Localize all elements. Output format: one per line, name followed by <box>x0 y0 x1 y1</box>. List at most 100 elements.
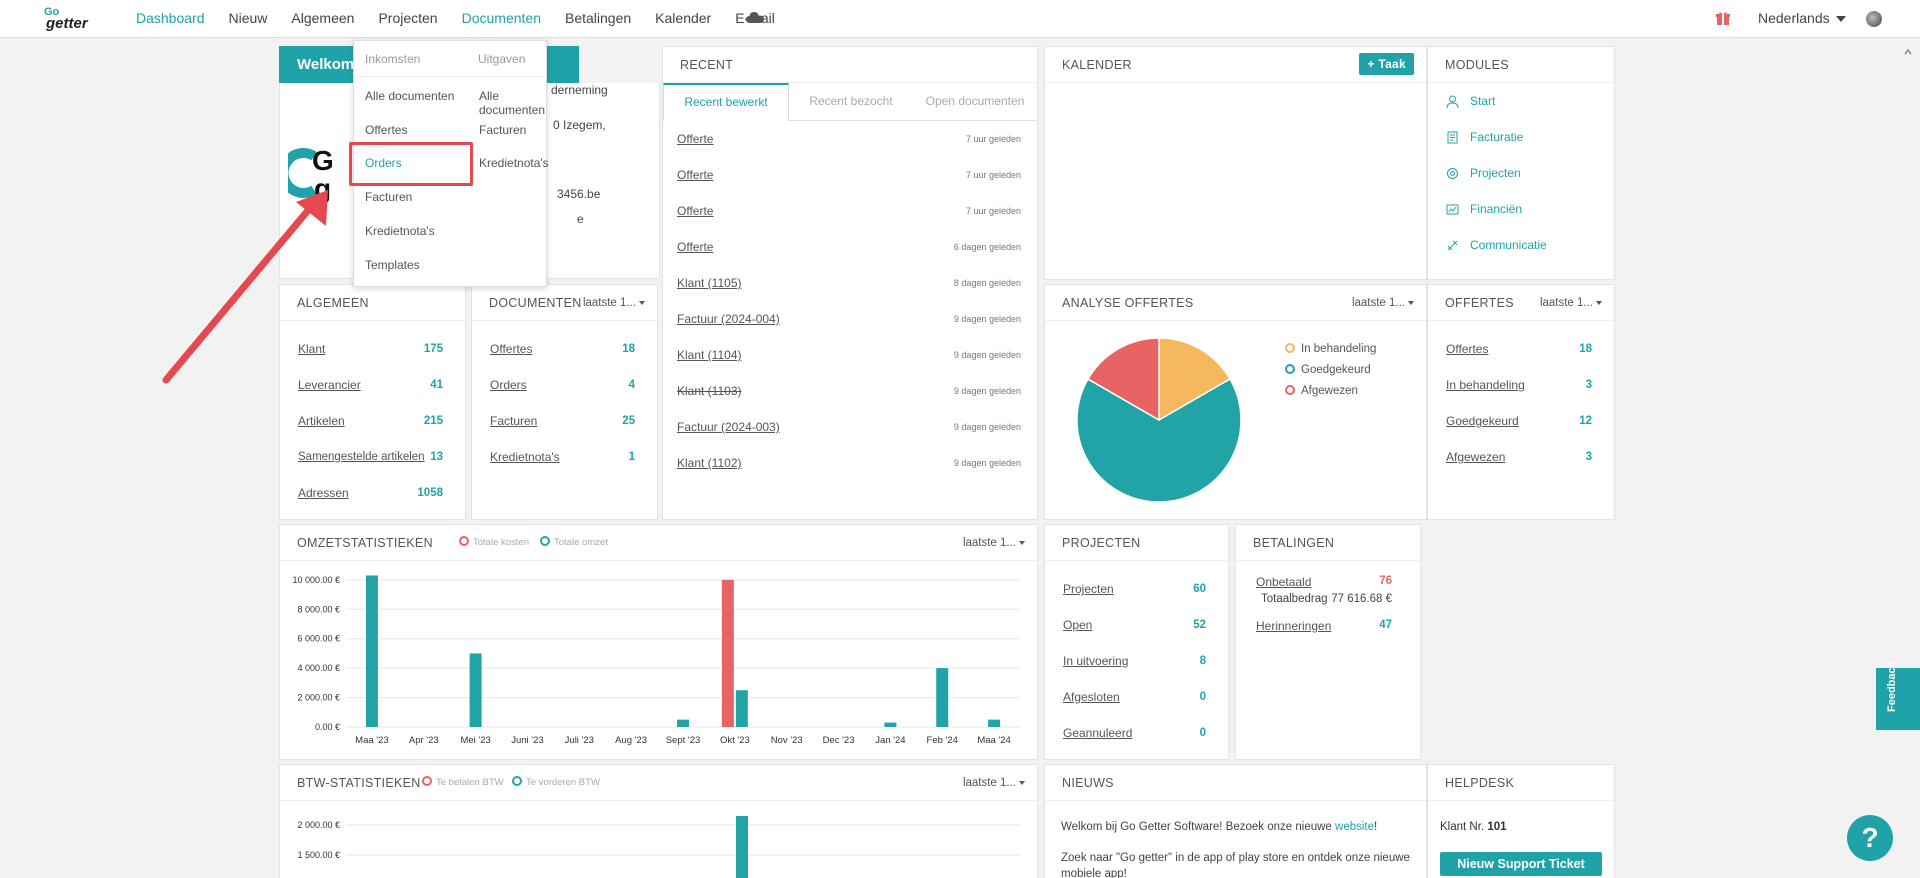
nav-betalingen[interactable]: Betalingen <box>565 10 632 26</box>
help-button[interactable]: ? <box>1847 815 1893 861</box>
menu-item-inkomsten-facturen[interactable]: Facturen <box>365 190 413 204</box>
stat-label[interactable]: Klant <box>298 342 326 356</box>
nav-documenten[interactable]: Documenten <box>461 10 541 26</box>
feedback-tab[interactable]: Feedback <box>1876 661 1920 730</box>
recent-row-label[interactable]: Factuur (2024-004) <box>677 312 780 326</box>
stat-label[interactable]: Afgesloten <box>1063 690 1120 704</box>
module-facturatie[interactable]: Facturatie <box>1428 119 1614 155</box>
stat-row[interactable]: Leverancier 41 <box>280 367 465 403</box>
recent-row[interactable]: Offerte 7 uur geleden <box>663 121 1037 157</box>
stat-row[interactable]: Goedgekeurd 12 <box>1428 403 1614 439</box>
stat-label[interactable]: Kredietnota's <box>490 450 560 464</box>
tab-recent-bewerkt[interactable]: Recent bewerkt <box>663 83 789 121</box>
recent-row[interactable]: Klant (1102) 9 dagen geleden <box>663 445 1037 481</box>
communication-icon <box>1447 240 1458 251</box>
recent-row[interactable]: Klant (1104) 9 dagen geleden <box>663 337 1037 373</box>
recent-row-label[interactable]: Factuur (2024-003) <box>677 420 780 434</box>
offertes-filter-dropdown[interactable]: laatste 1... <box>1540 285 1602 321</box>
chevron-down-icon <box>1835 16 1846 23</box>
stat-label[interactable]: Afgewezen <box>1446 450 1506 464</box>
gogetter-logo[interactable]: Go getter <box>44 6 100 32</box>
recent-row[interactable]: Factuur (2024-004) 9 dagen geleden <box>663 301 1037 337</box>
module-projecten[interactable]: Projecten <box>1428 155 1614 191</box>
stat-label[interactable]: Projecten <box>1063 582 1114 596</box>
recent-row-label[interactable]: Offerte <box>677 132 714 146</box>
stat-row[interactable]: Afgesloten 0 <box>1045 679 1228 715</box>
stat-row[interactable]: Offertes 18 <box>472 331 657 367</box>
gift-icon[interactable] <box>1716 11 1730 25</box>
language-selector[interactable]: Nederlands <box>1758 0 1846 37</box>
recent-row-label[interactable]: Offerte <box>677 204 714 218</box>
herinneringen-link[interactable]: Herinneringen <box>1256 619 1332 633</box>
recent-row-label[interactable]: Klant (1103) <box>677 384 742 398</box>
stat-row[interactable]: Adressen 1058 <box>280 475 465 511</box>
recent-row[interactable]: Offerte 7 uur geleden <box>663 157 1037 193</box>
menu-item-uitgaven-alle-documenten[interactable]: Alle documenten <box>479 89 546 117</box>
stat-row[interactable]: Samengestelde artikelen 13 <box>280 439 465 475</box>
menu-item-inkomsten-kredietnotas[interactable]: Kredietnota's <box>365 224 435 238</box>
recent-row-label[interactable]: Offerte <box>677 168 714 182</box>
stat-label[interactable]: Geannuleerd <box>1063 726 1133 740</box>
module-start[interactable]: Start <box>1428 83 1614 119</box>
recent-row[interactable]: Klant (1105) 8 dagen geleden <box>663 265 1037 301</box>
menu-item-inkomsten-alle-documenten[interactable]: Alle documenten <box>365 89 455 103</box>
stat-label[interactable]: Leverancier <box>298 378 361 392</box>
tab-recent-bezocht[interactable]: Recent bezocht <box>809 94 893 108</box>
nav-kalender[interactable]: Kalender <box>655 10 712 26</box>
stat-label[interactable]: Orders <box>490 378 527 392</box>
stat-row[interactable]: Open 52 <box>1045 607 1228 643</box>
onbetaald-link[interactable]: Onbetaald <box>1256 575 1312 589</box>
tab-open-documenten[interactable]: Open documenten <box>925 94 1025 108</box>
stat-row[interactable]: Geannuleerd 0 <box>1045 715 1228 751</box>
module-communicatie[interactable]: Communicatie <box>1428 227 1614 263</box>
stat-label[interactable]: Offertes <box>490 342 533 356</box>
analyse-filter-dropdown[interactable]: laatste 1... <box>1352 285 1414 321</box>
menu-item-inkomsten-offertes[interactable]: Offertes <box>365 123 408 137</box>
stat-row[interactable]: Orders 4 <box>472 367 657 403</box>
stat-row[interactable]: Projecten 60 <box>1045 571 1228 607</box>
stat-row[interactable]: Klant 175 <box>280 331 465 367</box>
nav-dashboard[interactable]: Dashboard <box>136 10 205 26</box>
recent-row-label[interactable]: Klant (1105) <box>677 276 742 290</box>
stat-row[interactable]: Kredietnota's 1 <box>472 439 657 475</box>
recent-row-label[interactable]: Offerte <box>677 240 714 254</box>
new-support-ticket-button[interactable]: Nieuw Support Ticket <box>1440 852 1602 876</box>
btw-filter-dropdown[interactable]: laatste 1... <box>963 765 1025 801</box>
recent-row[interactable]: Offerte 6 dagen geleden <box>663 229 1037 265</box>
add-task-button[interactable]: + Taak <box>1359 53 1414 75</box>
menu-item-uitgaven-facturen[interactable]: Facturen <box>479 123 527 137</box>
stat-row[interactable]: Offertes 18 <box>1428 331 1614 367</box>
website-link[interactable]: website <box>1335 821 1375 833</box>
cloud-icon[interactable] <box>746 10 764 24</box>
stat-row[interactable]: Afgewezen 3 <box>1428 439 1614 475</box>
stat-label[interactable]: Open <box>1063 618 1093 632</box>
stat-label[interactable]: Goedgekeurd <box>1446 414 1519 428</box>
menu-item-uitgaven-kredietnotas[interactable]: Kredietnota's <box>479 156 549 170</box>
nav-nieuw[interactable]: Nieuw <box>228 10 268 26</box>
menu-item-inkomsten-templates[interactable]: Templates <box>365 258 420 272</box>
stat-label[interactable]: Facturen <box>490 414 538 428</box>
scroll-up-icon[interactable] <box>1904 44 1912 60</box>
nav-algemeen[interactable]: Algemeen <box>291 10 355 26</box>
module-financien[interactable]: Financiën <box>1428 191 1614 227</box>
stat-label[interactable]: Samengestelde artikelen <box>298 451 425 463</box>
documenten-filter-dropdown[interactable]: laatste 1... <box>583 285 645 321</box>
stat-row[interactable]: In behandeling 3 <box>1428 367 1614 403</box>
recent-row-label[interactable]: Klant (1104) <box>677 348 742 362</box>
stat-label[interactable]: Offertes <box>1446 342 1489 356</box>
recent-row[interactable]: Factuur (2024-003) 9 dagen geleden <box>663 409 1037 445</box>
menu-item-inkomsten-orders[interactable]: Orders <box>365 156 402 170</box>
stat-row[interactable]: Facturen 25 <box>472 403 657 439</box>
stat-label[interactable]: Artikelen <box>298 414 345 428</box>
user-avatar[interactable] <box>1866 11 1882 27</box>
nav-projecten[interactable]: Projecten <box>378 10 438 26</box>
stat-row[interactable]: In uitvoering 8 <box>1045 643 1228 679</box>
stat-label[interactable]: In uitvoering <box>1063 654 1129 668</box>
recent-row[interactable]: Klant (1103) 9 dagen geleden <box>663 373 1037 409</box>
stat-label[interactable]: In behandeling <box>1446 378 1525 392</box>
omzet-filter-dropdown[interactable]: laatste 1... <box>963 525 1025 561</box>
stat-label[interactable]: Adressen <box>298 486 349 500</box>
recent-row-label[interactable]: Klant (1102) <box>677 456 742 470</box>
stat-row[interactable]: Artikelen 215 <box>280 403 465 439</box>
recent-row[interactable]: Offerte 7 uur geleden <box>663 193 1037 229</box>
